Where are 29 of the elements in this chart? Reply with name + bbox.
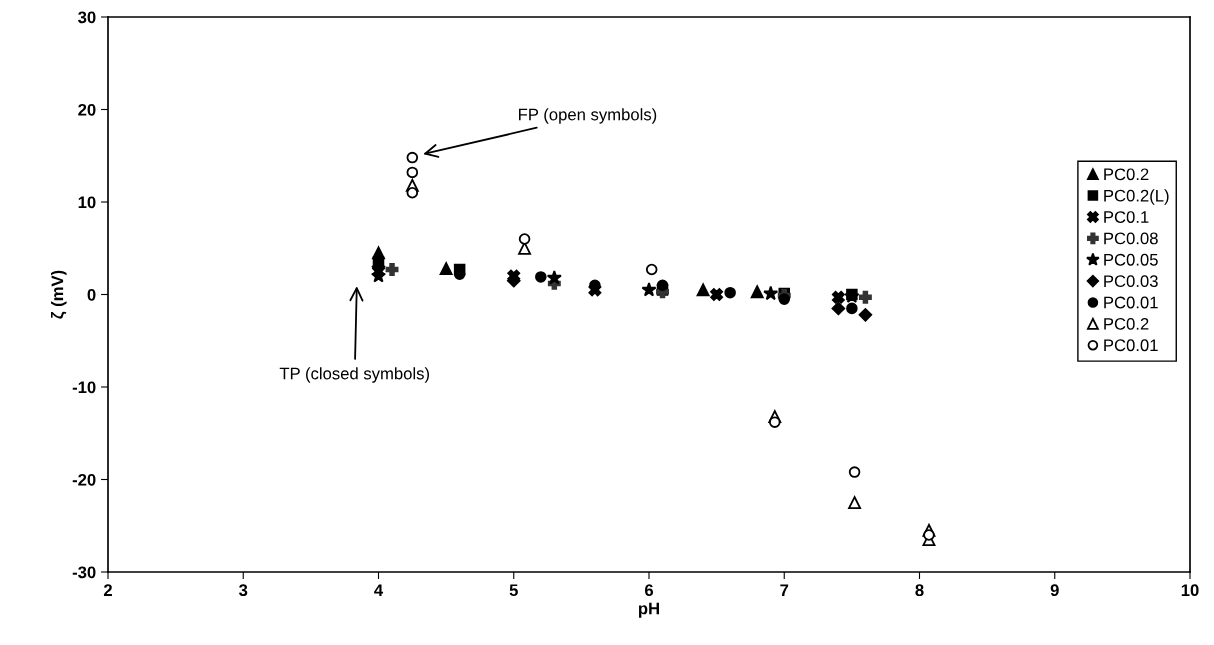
x-tick-label: 10 bbox=[1181, 584, 1199, 597]
y-axis-title: ζ (mV) bbox=[51, 270, 67, 319]
x-tick-label: 4 bbox=[374, 584, 384, 596]
y-tick-label: 10 bbox=[78, 196, 96, 209]
y-tick-label: 30 bbox=[78, 11, 96, 24]
x-tick-label: 9 bbox=[1050, 584, 1059, 597]
x-tick-label: 3 bbox=[239, 584, 248, 597]
x-tick-label: 5 bbox=[509, 584, 518, 597]
x-tick-label: 8 bbox=[915, 584, 924, 597]
legend-label: PC0.2 bbox=[1104, 168, 1149, 181]
legend-label: PC0.1 bbox=[1104, 211, 1149, 223]
y-tick-label: -20 bbox=[72, 473, 96, 486]
annotation: TP (closed symbols) bbox=[279, 367, 429, 383]
legend-label: PC0.2 bbox=[1104, 317, 1149, 330]
legend-label: PC0.03 bbox=[1104, 275, 1158, 288]
x-tick-label: 2 bbox=[103, 584, 112, 596]
y-tick-label: -10 bbox=[72, 381, 96, 394]
x-axis-title: pH bbox=[638, 602, 659, 618]
y-tick-label: 20 bbox=[78, 103, 96, 116]
legend-label: PC0.05 bbox=[1104, 253, 1158, 266]
x-tick-label: 6 bbox=[644, 584, 654, 597]
legend-label: PC0.01 bbox=[1104, 339, 1158, 352]
annotation: FP (open symbols) bbox=[519, 108, 657, 124]
x-tick-label: 7 bbox=[780, 584, 789, 596]
legend-label: PC0.2(L) bbox=[1104, 189, 1169, 205]
y-tick-label: 0 bbox=[87, 288, 96, 301]
legend-label: PC0.08 bbox=[1104, 232, 1158, 245]
legend-label: PC0.01 bbox=[1104, 296, 1158, 309]
y-tick-label: -30 bbox=[72, 566, 96, 579]
